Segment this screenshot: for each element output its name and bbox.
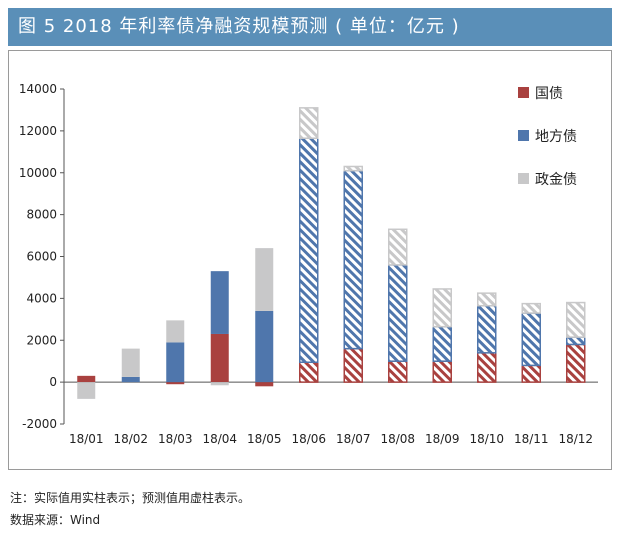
y-tick-label: 0 bbox=[49, 375, 57, 389]
bar-segment-zhengjin bbox=[566, 301, 586, 338]
bar-segment-guozhai bbox=[388, 360, 408, 383]
bar-segment-zhengjin bbox=[388, 228, 408, 266]
bar-segment-guozhai bbox=[299, 361, 319, 383]
bar-segment-difang bbox=[255, 310, 274, 383]
bar-segment-guozhai bbox=[477, 352, 497, 383]
x-tick-label: 18/10 bbox=[469, 432, 504, 446]
bar-segment-difang bbox=[299, 137, 319, 363]
bar-segment-guozhai bbox=[343, 347, 363, 383]
bar-segment-zhengjin bbox=[299, 107, 319, 139]
bar-segment-guozhai bbox=[432, 360, 452, 383]
bar-segment-difang bbox=[477, 304, 497, 354]
legend-swatch-zhengjin bbox=[518, 173, 529, 184]
x-tick-label: 18/08 bbox=[380, 432, 415, 446]
bar-segment-difang bbox=[121, 376, 140, 383]
y-tick-label: -2000 bbox=[22, 417, 57, 431]
y-tick-label: 4000 bbox=[26, 291, 57, 305]
y-tick-label: 10000 bbox=[19, 166, 57, 180]
bar-segment-difang bbox=[343, 169, 363, 350]
x-tick-label: 18/01 bbox=[69, 432, 104, 446]
y-tick-label: 12000 bbox=[19, 124, 57, 138]
legend-label-guozhai: 国债 bbox=[535, 86, 563, 102]
x-tick-label: 18/12 bbox=[558, 432, 593, 446]
bar-segment-zhengjin bbox=[77, 382, 96, 399]
y-tick-label: 2000 bbox=[26, 333, 57, 347]
bar-segment-guozhai bbox=[521, 364, 541, 383]
chart-note: 注：实际值用实柱表示；预测值用虚柱表示。 bbox=[10, 491, 251, 505]
x-tick-label: 18/04 bbox=[202, 432, 237, 446]
y-tick-label: 6000 bbox=[26, 250, 57, 264]
x-tick-label: 18/02 bbox=[113, 432, 148, 446]
x-tick-label: 18/11 bbox=[514, 432, 549, 446]
x-tick-label: 18/06 bbox=[291, 432, 326, 446]
bar-segment-zhengjin bbox=[521, 302, 541, 314]
y-tick-label: 14000 bbox=[19, 82, 57, 96]
data-source: 数据来源：Wind bbox=[10, 513, 101, 527]
bar-segment-guozhai bbox=[210, 333, 229, 383]
bar-segment-difang bbox=[566, 336, 586, 346]
x-tick-label: 18/07 bbox=[336, 432, 371, 446]
legend-swatch-difang bbox=[518, 130, 529, 141]
bar-segment-zhengjin bbox=[343, 165, 363, 172]
bar-segment-difang bbox=[166, 342, 185, 383]
bar-segment-difang bbox=[210, 271, 229, 334]
bar-segment-zhengjin bbox=[121, 348, 140, 377]
legend-label-difang: 地方债 bbox=[535, 129, 577, 145]
bar-segment-guozhai bbox=[566, 343, 586, 383]
bar-segment-zhengjin bbox=[166, 320, 185, 343]
bar-segment-zhengjin bbox=[477, 292, 497, 307]
bar-segment-zhengjin bbox=[210, 382, 229, 386]
legend-label-zhengjin: 政金债 bbox=[535, 172, 577, 188]
bar-segment-zhengjin bbox=[432, 288, 452, 328]
bar-segment-guozhai bbox=[255, 382, 274, 387]
x-tick-label: 18/03 bbox=[158, 432, 193, 446]
bar-segment-difang bbox=[521, 312, 541, 367]
x-tick-label: 18/09 bbox=[425, 432, 460, 446]
bar-chart: 14000 12000 10000 8000 6000 4000 2000 0 -2000 18/… bbox=[19, 82, 598, 446]
bar-segment-guozhai bbox=[166, 382, 185, 385]
bar-segment-difang bbox=[432, 325, 452, 362]
bar-segment-guozhai bbox=[77, 375, 96, 383]
bar-segment-difang bbox=[388, 264, 408, 362]
x-tick-label: 18/05 bbox=[247, 432, 282, 446]
legend-swatch-guozhai bbox=[518, 87, 529, 98]
bar-segment-zhengjin bbox=[255, 248, 274, 311]
y-tick-label: 8000 bbox=[26, 208, 57, 222]
figure-title: 图 5 2018 年利率债净融资规模预测 ( 单位：亿元 ) bbox=[8, 8, 612, 46]
